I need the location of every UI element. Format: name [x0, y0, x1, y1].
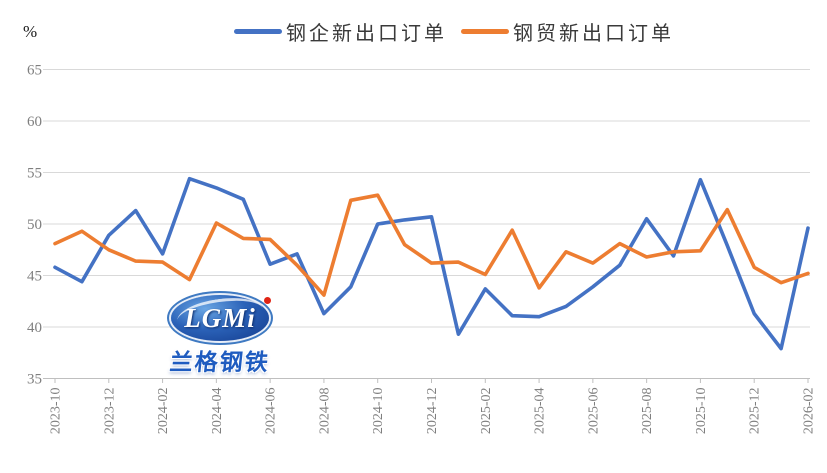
x-axis-tick-label: 2024-08	[317, 388, 332, 435]
chart-legend: 钢企新出口订单 钢贸新出口订单	[234, 17, 674, 46]
legend-item-steel-enterprise: 钢企新出口订单	[234, 17, 447, 46]
x-axis-tick-label: 2025-08	[640, 388, 655, 435]
x-axis-tick-label: 2025-02	[479, 388, 494, 435]
x-axis-tick-label: 2023-12	[102, 388, 117, 435]
x-axis-tick-label: 2023-10	[49, 388, 64, 435]
x-axis-tick-label: 2024-04	[210, 388, 225, 435]
y-axis-tick-label: 40	[27, 320, 42, 336]
x-axis-tick-label: 2025-04	[533, 388, 548, 435]
x-axis-tick-label: 2024-10	[371, 388, 386, 435]
legend-label: 钢企新出口订单	[286, 23, 447, 45]
legend-line-swatch-blue	[234, 29, 282, 34]
y-axis-tick-label: 45	[27, 269, 42, 285]
x-axis-tick-label: 2025-10	[694, 388, 709, 435]
y-axis-unit-label: %	[23, 22, 38, 41]
legend-line-swatch-orange	[461, 29, 509, 34]
y-axis-tick-label: 55	[27, 166, 42, 182]
series-line-0	[53, 176, 810, 351]
y-axis-tick-label: 65	[27, 63, 42, 79]
x-axis-tick-label: 2024-12	[425, 388, 440, 435]
y-axis-tick-label: 60	[27, 114, 42, 130]
x-axis-tick-label: 2024-02	[156, 388, 171, 435]
x-axis-tick-label: 2026-02	[802, 388, 817, 435]
legend-item-steel-trade: 钢贸新出口订单	[461, 17, 674, 46]
series-line-1	[53, 193, 810, 297]
y-axis-tick-label: 50	[27, 217, 42, 233]
x-axis-tick-label: 2025-12	[748, 388, 763, 435]
x-axis-tick-label: 2024-06	[264, 388, 279, 435]
x-axis-tick-label: 2025-06	[586, 388, 601, 435]
legend-label: 钢贸新出口订单	[513, 23, 674, 45]
y-axis-tick-label: 35	[27, 372, 42, 388]
